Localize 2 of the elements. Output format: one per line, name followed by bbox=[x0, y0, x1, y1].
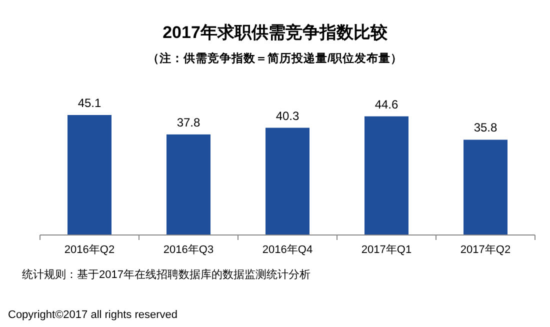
subtitle: （注：供需竞争指数＝简历投递量/职位发布量） bbox=[147, 53, 403, 65]
title: 2017年求职供需竞争指数比较 bbox=[162, 23, 388, 42]
